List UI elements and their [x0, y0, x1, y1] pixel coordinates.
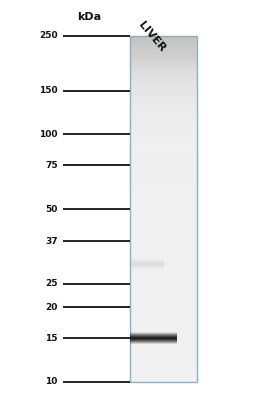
Text: 10: 10 [45, 378, 58, 386]
Text: LIVER: LIVER [136, 20, 167, 53]
Text: 50: 50 [45, 204, 58, 214]
Text: 250: 250 [39, 32, 58, 40]
Text: 75: 75 [45, 161, 58, 170]
Text: kDa: kDa [77, 12, 101, 22]
Bar [130, 36, 196, 382]
Text: 20: 20 [45, 303, 58, 312]
Text: 150: 150 [39, 86, 58, 96]
Text: 100: 100 [39, 130, 58, 139]
Text: 15: 15 [45, 334, 58, 343]
Text: 37: 37 [45, 237, 58, 246]
Text: 25: 25 [45, 279, 58, 288]
